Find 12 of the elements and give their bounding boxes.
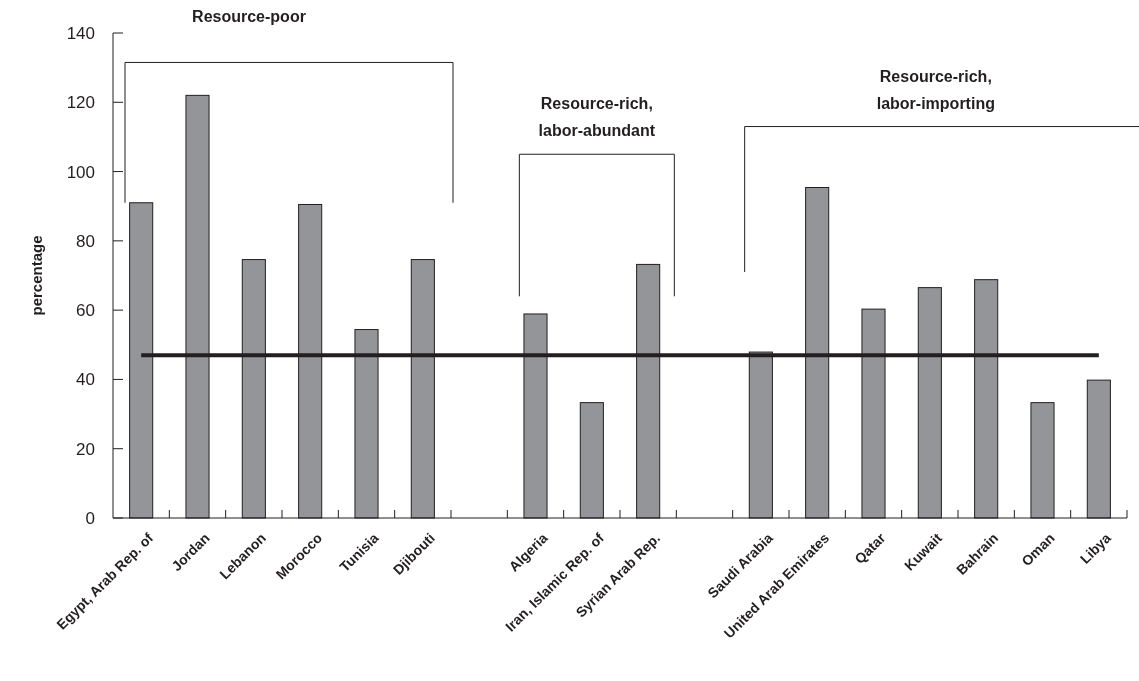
y-tick-label: 140 xyxy=(66,23,95,43)
y-tick-label: 80 xyxy=(76,231,95,251)
y-tick-label: 100 xyxy=(66,162,95,182)
annotation: Resource-rich, labor-abundant xyxy=(538,95,656,140)
y-tick-label: 60 xyxy=(76,301,95,321)
text: Resource-poor xyxy=(192,8,306,25)
annotation: Resource-rich, labor-importing xyxy=(876,67,995,112)
y-tick-label: 40 xyxy=(76,370,95,390)
y-tick-label: 20 xyxy=(76,439,95,459)
y-tick-label: 0 xyxy=(85,508,95,528)
y-tick-label: 120 xyxy=(66,93,95,113)
y-axis-title: percentage xyxy=(28,235,45,316)
